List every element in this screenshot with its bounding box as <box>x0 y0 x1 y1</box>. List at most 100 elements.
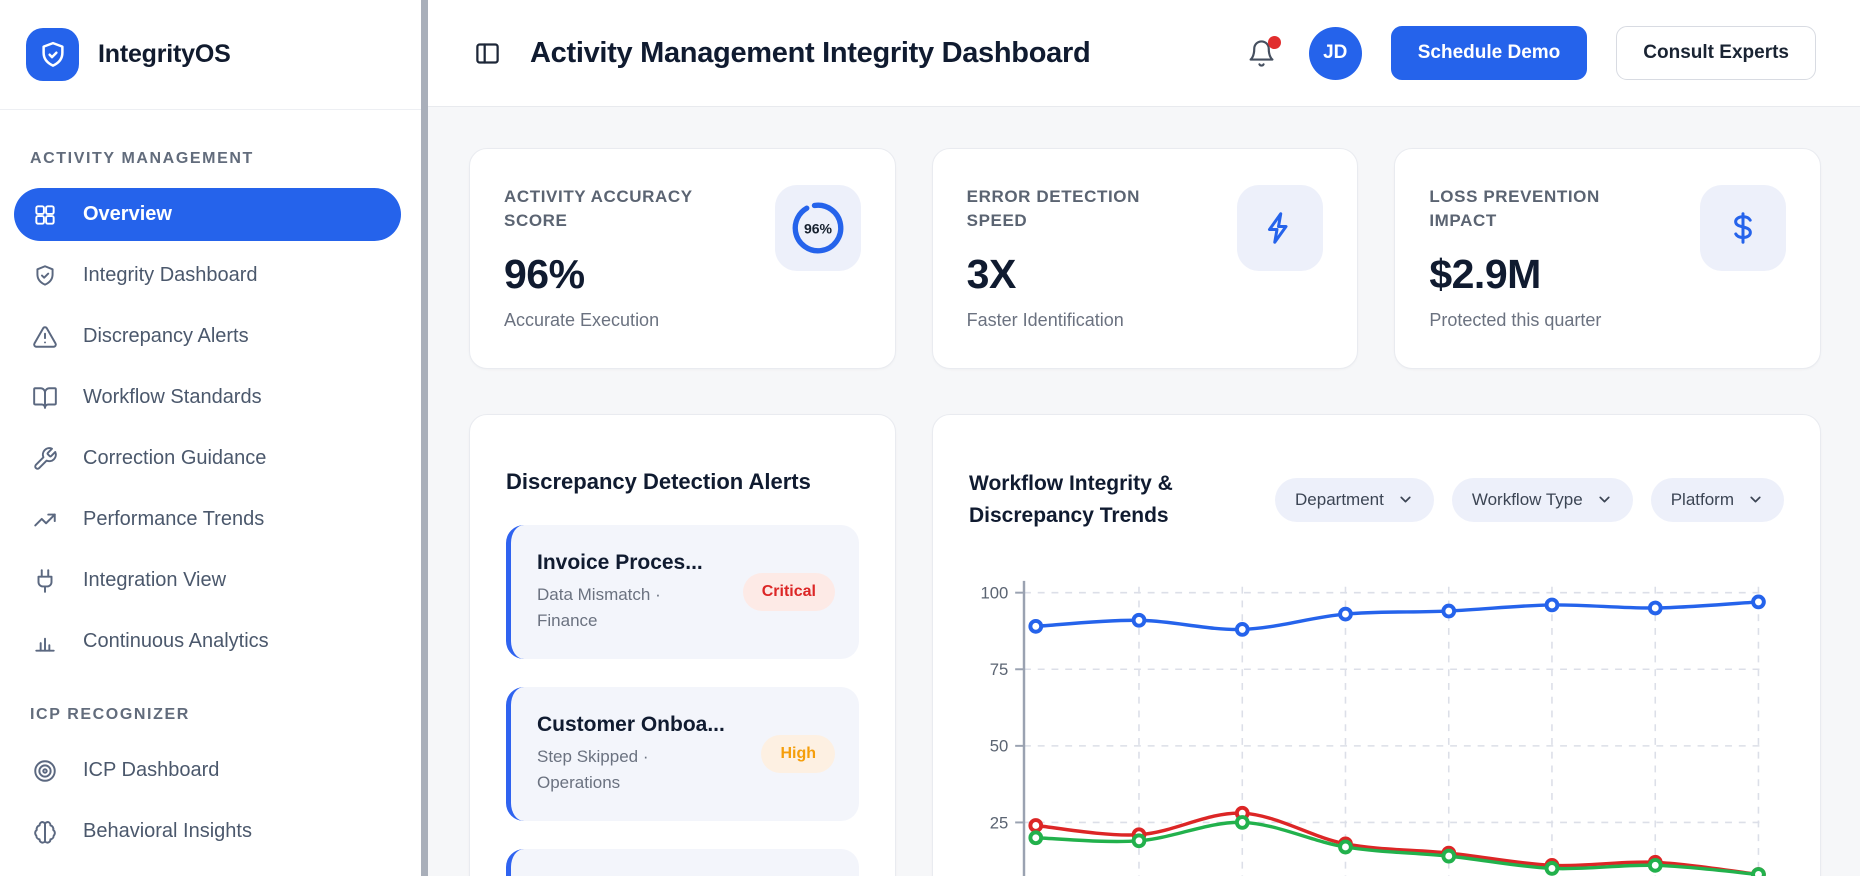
kpi-icon-tile: 96% <box>774 185 861 271</box>
svg-text:25: 25 <box>990 813 1009 832</box>
avatar[interactable]: JD <box>1308 26 1362 80</box>
sidebar-item-overview[interactable]: Overview <box>14 188 401 241</box>
filter-label: Department <box>1295 489 1384 509</box>
panel-left-icon <box>476 42 499 64</box>
shield-check-icon <box>36 264 54 286</box>
sidebar: IntegrityOS ACTIVITY MANAGEMENT Overview… <box>0 0 421 876</box>
alert-info: Customer Onboa... Step Skipped · Operati… <box>537 713 725 795</box>
wrench-icon <box>34 446 57 470</box>
shield-check-logo-icon <box>41 41 64 67</box>
severity-badge: Critical <box>742 573 835 612</box>
sidebar-nav: ACTIVITY MANAGEMENT Overview Integrity D… <box>0 110 421 858</box>
sidebar-toggle-button[interactable] <box>472 38 503 69</box>
dashboard-content: ACTIVITY ACCURACY SCORE 96% Accurate Exe… <box>428 107 1860 876</box>
nav-section-label: ACTIVITY MANAGEMENT <box>30 150 254 167</box>
sidebar-item-continuous-analytics[interactable]: Continuous Analytics <box>14 615 401 668</box>
brain-icon <box>34 820 56 844</box>
filter-platform-dropdown[interactable]: Platform <box>1650 477 1784 522</box>
pane-divider-handle[interactable] <box>421 0 428 876</box>
topbar-left: Activity Management Integrity Dashboard <box>472 17 1091 89</box>
alert-name: Customer Onboa... <box>537 713 725 737</box>
bolt-icon <box>1268 212 1288 244</box>
filter-department-dropdown[interactable]: Department <box>1275 477 1434 522</box>
alert-triangle-icon <box>33 325 57 348</box>
alert-card-inventory-rec[interactable]: Inventory Rec... Timing Deviation · Medi… <box>506 849 859 876</box>
main-area: Activity Management Integrity Dashboard … <box>428 0 1860 876</box>
alerts-panel-title: Discrepancy Detection Alerts <box>506 469 811 495</box>
trends-panel-title: Workflow Integrity & Discrepancy Trends <box>969 472 1173 527</box>
alert-name: Invoice Proces... <box>537 551 703 575</box>
kpi-card-2: ERROR DETECTION SPEED 3X Faster Identifi… <box>931 148 1359 369</box>
chart-wrap: 0255075100 <box>969 575 1784 876</box>
chevron-down-icon <box>1599 496 1610 503</box>
consult-experts-button[interactable]: Consult Experts <box>1616 26 1816 80</box>
sidebar-item-discrepancy-alerts[interactable]: Discrepancy Alerts <box>14 310 401 363</box>
topbar-right: JD Schedule Demo Consult Experts <box>1243 26 1816 80</box>
trending-up-icon <box>34 513 56 526</box>
grid-icon <box>35 204 55 225</box>
kpi-label: ACTIVITY ACCURACY SCORE <box>504 187 693 230</box>
sidebar-item-workflow-standards[interactable]: Workflow Standards <box>14 371 401 424</box>
sidebar-item-icp-dashboard[interactable]: ICP Dashboard <box>14 744 401 797</box>
kpi-icon-tile <box>1237 185 1324 271</box>
sidebar-item-integrity-dashboard[interactable]: Integrity Dashboard <box>14 249 401 302</box>
kpi-icon-tile <box>1699 185 1786 271</box>
sidebar-item-integration-view[interactable]: Integration View <box>14 554 401 607</box>
page-title: Activity Management Integrity Dashboard <box>530 36 1091 69</box>
sidebar-item-label: Integrity Dashboard <box>83 264 258 286</box>
kpi-text: LOSS PREVENTION IMPACT $2.9M Protected t… <box>1429 185 1649 332</box>
schedule-demo-button[interactable]: Schedule Demo <box>1390 26 1588 80</box>
kpi-caption: Accurate Execution <box>504 309 660 330</box>
nav-section: ICP RECOGNIZER ICP Dashboard Behavioral … <box>14 706 405 858</box>
chevron-down-icon <box>1400 496 1411 503</box>
kpi-caption: Protected this quarter <box>1429 309 1602 330</box>
kpi-row: ACTIVITY ACCURACY SCORE 96% Accurate Exe… <box>469 148 1821 369</box>
kpi-value: 96% <box>504 250 585 297</box>
target-icon <box>34 759 56 782</box>
sidebar-item-label: Discrepancy Alerts <box>83 325 249 347</box>
panels-row: Discrepancy Detection Alerts Invoice Pro… <box>469 414 1821 876</box>
alert-info: Invoice Proces... Data Mismatch · Financ… <box>537 551 712 633</box>
trend-line-chart: 0255075100 <box>980 580 1766 876</box>
alert-detail: Data Mismatch · Finance <box>537 585 661 630</box>
bell-icon <box>1249 39 1274 67</box>
nav-section: ACTIVITY MANAGEMENT Overview Integrity D… <box>14 150 405 668</box>
svg-text:96%: 96% <box>804 220 833 236</box>
alert-list: Invoice Proces... Data Mismatch · Financ… <box>506 525 859 876</box>
sidebar-item-label: Behavioral Insights <box>83 820 252 842</box>
sidebar-item-label: Integration View <box>83 569 227 591</box>
filter-workflow-type-dropdown[interactable]: Workflow Type <box>1451 477 1633 522</box>
trend-filters: Department Workflow Type Platform <box>1275 477 1784 522</box>
svg-text:50: 50 <box>990 737 1009 756</box>
kpi-value: 3X <box>966 250 1017 297</box>
alert-card-invoice-proces[interactable]: Invoice Proces... Data Mismatch · Financ… <box>506 525 859 660</box>
plug-icon <box>37 568 53 593</box>
sidebar-item-performance-trends[interactable]: Performance Trends <box>14 493 401 546</box>
logo-row: IntegrityOS <box>0 0 421 110</box>
sidebar-item-label: Correction Guidance <box>83 447 267 469</box>
kpi-caption: Faster Identification <box>966 309 1124 330</box>
dollar-icon <box>1734 212 1752 244</box>
svg-text:100: 100 <box>980 583 1008 602</box>
kpi-text: ACTIVITY ACCURACY SCORE 96% Accurate Exe… <box>504 185 724 332</box>
alert-card-customer-onboa[interactable]: Customer Onboa... Step Skipped · Operati… <box>506 687 859 822</box>
logo <box>26 28 79 81</box>
filter-label: Platform <box>1670 489 1734 509</box>
notification-dot <box>1267 35 1281 49</box>
sidebar-item-label: Continuous Analytics <box>83 630 269 652</box>
sidebar-item-label: Workflow Standards <box>83 386 262 408</box>
topbar: Activity Management Integrity Dashboard … <box>428 0 1860 107</box>
sidebar-item-correction-guidance[interactable]: Correction Guidance <box>14 432 401 485</box>
alerts-panel: Discrepancy Detection Alerts Invoice Pro… <box>469 414 896 876</box>
kpi-label: ERROR DETECTION SPEED <box>966 187 1140 230</box>
chevron-down-icon <box>1750 496 1761 503</box>
kpi-card-1: ACTIVITY ACCURACY SCORE 96% Accurate Exe… <box>469 148 896 369</box>
bar-chart-icon <box>35 637 55 652</box>
sidebar-item-behavioral-insights[interactable]: Behavioral Insights <box>14 805 401 858</box>
accuracy-ring-icon: 96% <box>792 202 844 254</box>
notifications-button[interactable] <box>1243 35 1281 72</box>
brand-name: IntegrityOS <box>98 40 231 68</box>
alert-detail: Step Skipped · Operations <box>537 747 649 792</box>
kpi-value: $2.9M <box>1429 250 1541 297</box>
